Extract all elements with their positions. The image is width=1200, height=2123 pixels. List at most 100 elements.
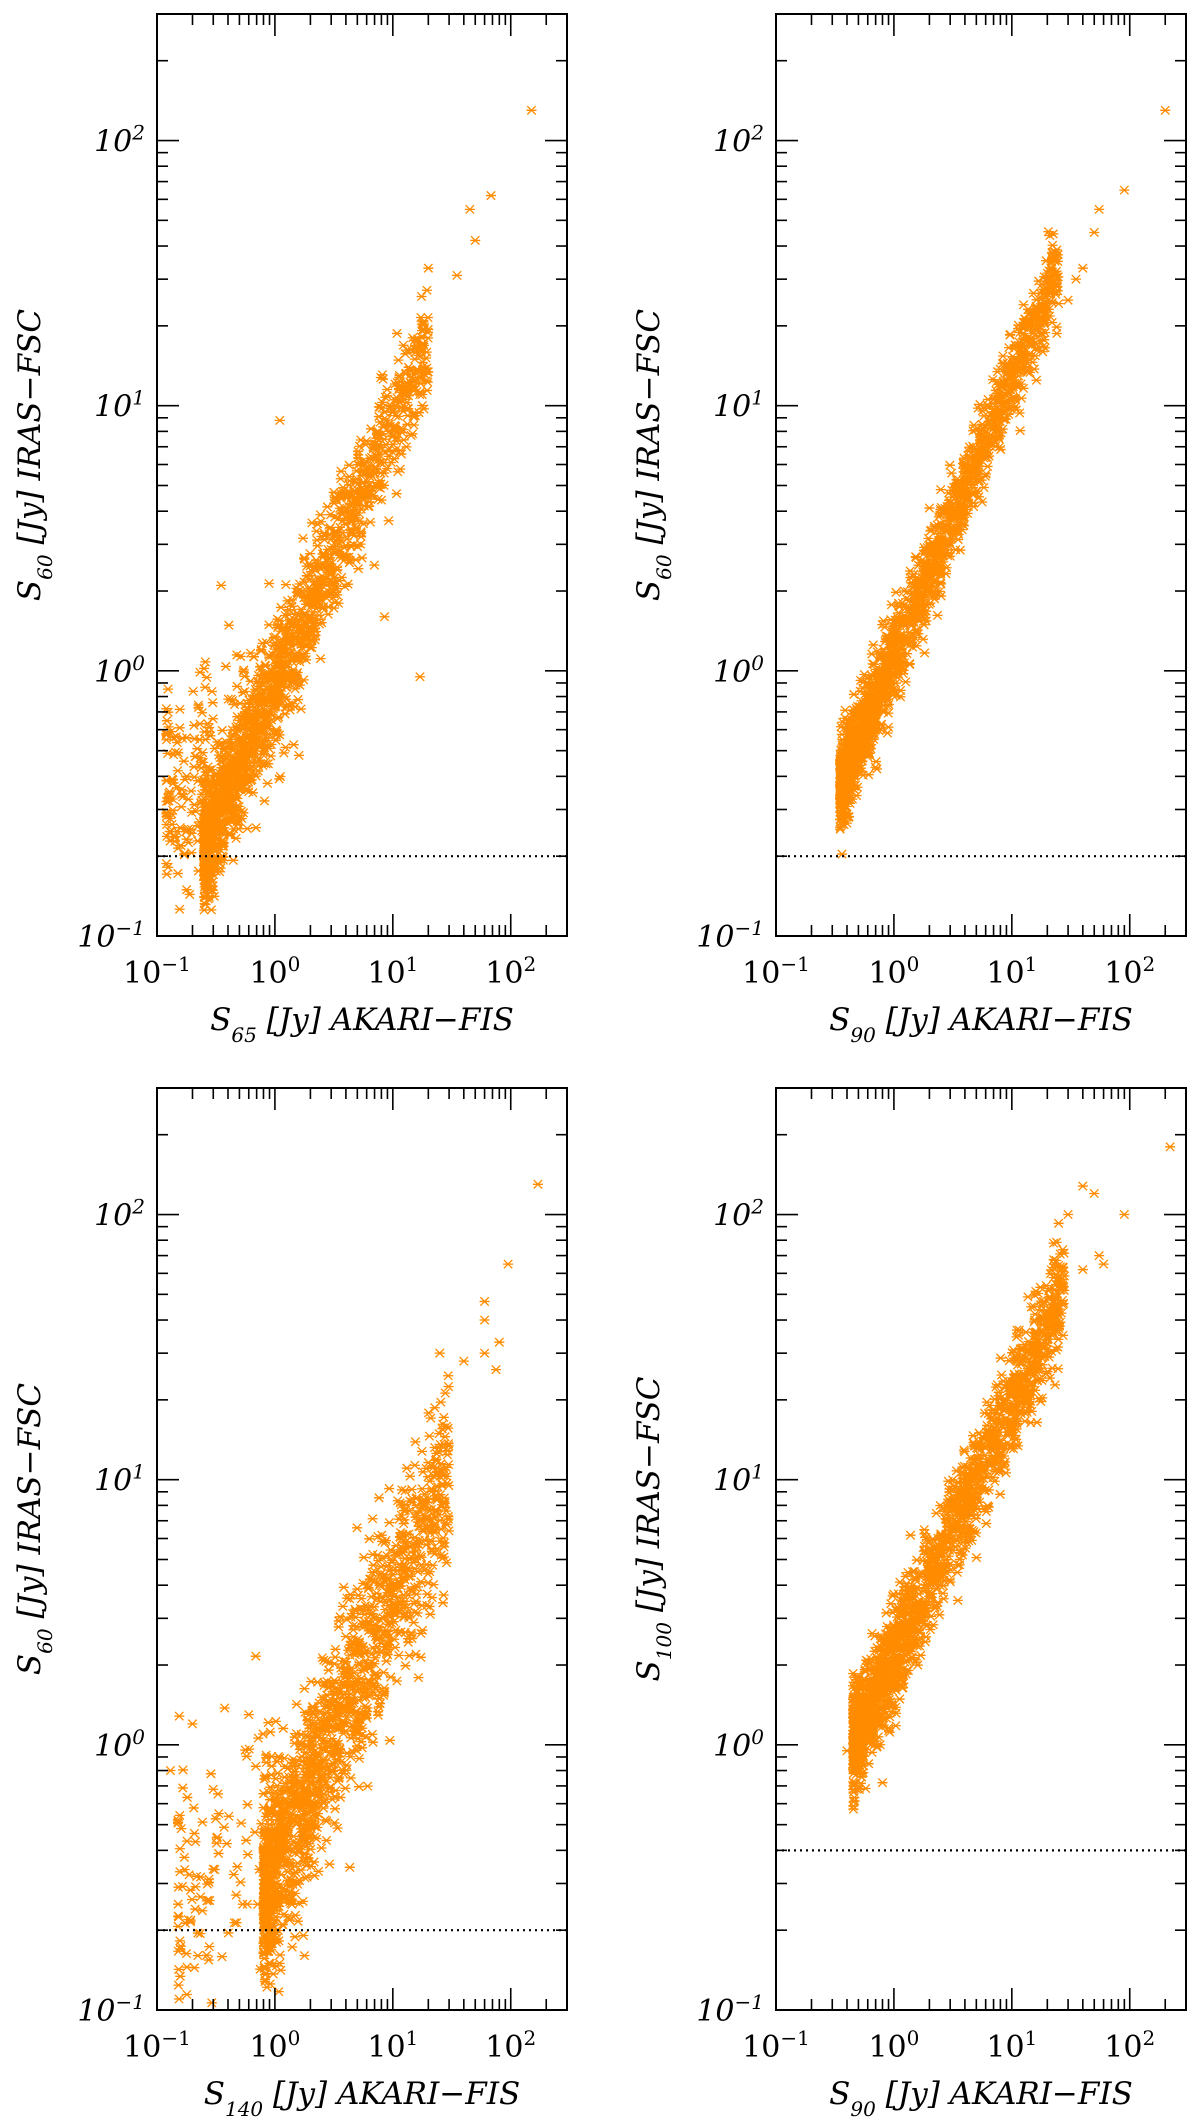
data-point [161, 729, 171, 737]
data-point [368, 1561, 378, 1569]
data-point [977, 498, 987, 506]
data-point [998, 352, 1008, 360]
data-point [242, 824, 252, 832]
data-point [374, 1494, 384, 1502]
data-point [405, 1472, 415, 1480]
data-point [392, 1677, 402, 1685]
data-point [279, 749, 289, 757]
data-point [289, 740, 299, 748]
data-point [526, 106, 536, 114]
data-point [280, 710, 290, 718]
data-point [486, 191, 496, 199]
data-point [193, 867, 203, 875]
data-point [394, 1651, 404, 1659]
data-point [1005, 331, 1015, 339]
data-point [423, 1570, 433, 1578]
data-point [1119, 186, 1129, 194]
data-point [173, 869, 183, 877]
data-point [324, 1860, 334, 1868]
data-point [400, 350, 410, 358]
data-point [264, 621, 274, 629]
data-point [163, 685, 173, 693]
x-tick-label: 102 [1104, 952, 1155, 991]
data-point [298, 534, 308, 542]
data-point [368, 1550, 378, 1558]
y-tick-label: 101 [713, 386, 764, 425]
data-point [1018, 301, 1028, 309]
data-point [983, 462, 993, 470]
data-point [340, 582, 350, 590]
data-point [334, 1623, 344, 1631]
data-point [465, 205, 475, 213]
data-point [175, 724, 185, 732]
data-point [1054, 299, 1064, 307]
y-tick-label: 100 [94, 651, 145, 690]
data-point [359, 1553, 369, 1561]
data-point [278, 1920, 288, 1928]
data-point [891, 588, 901, 596]
data-point [175, 823, 185, 831]
data-point [413, 1673, 423, 1681]
data-point [1052, 329, 1062, 337]
data-point [837, 850, 847, 858]
data-point [217, 726, 227, 734]
data-point [410, 1438, 420, 1446]
data-point [365, 518, 375, 526]
y-tick-label: 100 [713, 651, 764, 690]
data-point [206, 906, 216, 914]
data-point [313, 520, 323, 528]
data-point [185, 890, 195, 898]
data-points [161, 106, 536, 914]
data-point [403, 411, 413, 419]
data-point [401, 443, 411, 451]
data-point [251, 823, 261, 831]
data-point [353, 564, 363, 572]
data-point [1048, 241, 1058, 249]
data-point [281, 580, 291, 588]
data-point [352, 1746, 362, 1754]
data-point [364, 502, 374, 510]
data-point [183, 795, 193, 803]
data-point [299, 554, 309, 562]
data-point [438, 1599, 448, 1607]
data-point [193, 837, 203, 845]
data-points [165, 1180, 543, 2007]
data-point [294, 751, 304, 759]
data-point [1071, 275, 1081, 283]
data-point [924, 504, 934, 512]
data-point [1038, 348, 1048, 356]
data-point [1094, 205, 1104, 213]
data-point [216, 581, 226, 589]
data-point [295, 580, 305, 588]
x-tick-label: 10−1 [742, 952, 810, 991]
data-point [339, 1583, 349, 1591]
data-point [162, 716, 172, 724]
data-point [315, 511, 325, 519]
data-point [439, 1413, 449, 1421]
data-point [260, 661, 270, 669]
data-point [887, 601, 897, 609]
data-point [316, 654, 326, 662]
data-point [275, 1951, 285, 1959]
data-point [1063, 296, 1073, 304]
x-axis-title: S65 [Jy] AKARI−FIS [210, 1002, 514, 1047]
data-point [262, 779, 272, 787]
data-point [161, 859, 171, 867]
data-point [415, 673, 425, 681]
x-axis-title: S90 [Jy] AKARI−FIS [829, 1002, 1133, 1047]
x-tick-label: 10−1 [123, 952, 191, 991]
data-point [385, 1736, 395, 1744]
data-point [200, 683, 210, 691]
data-point [398, 341, 408, 349]
data-point [920, 649, 930, 657]
data-point [932, 611, 942, 619]
data-point [290, 1933, 300, 1941]
data-point [840, 706, 850, 714]
data-point [306, 1677, 316, 1685]
data-point [276, 603, 286, 611]
data-point [318, 603, 328, 611]
y-tick-label: 102 [713, 121, 764, 160]
